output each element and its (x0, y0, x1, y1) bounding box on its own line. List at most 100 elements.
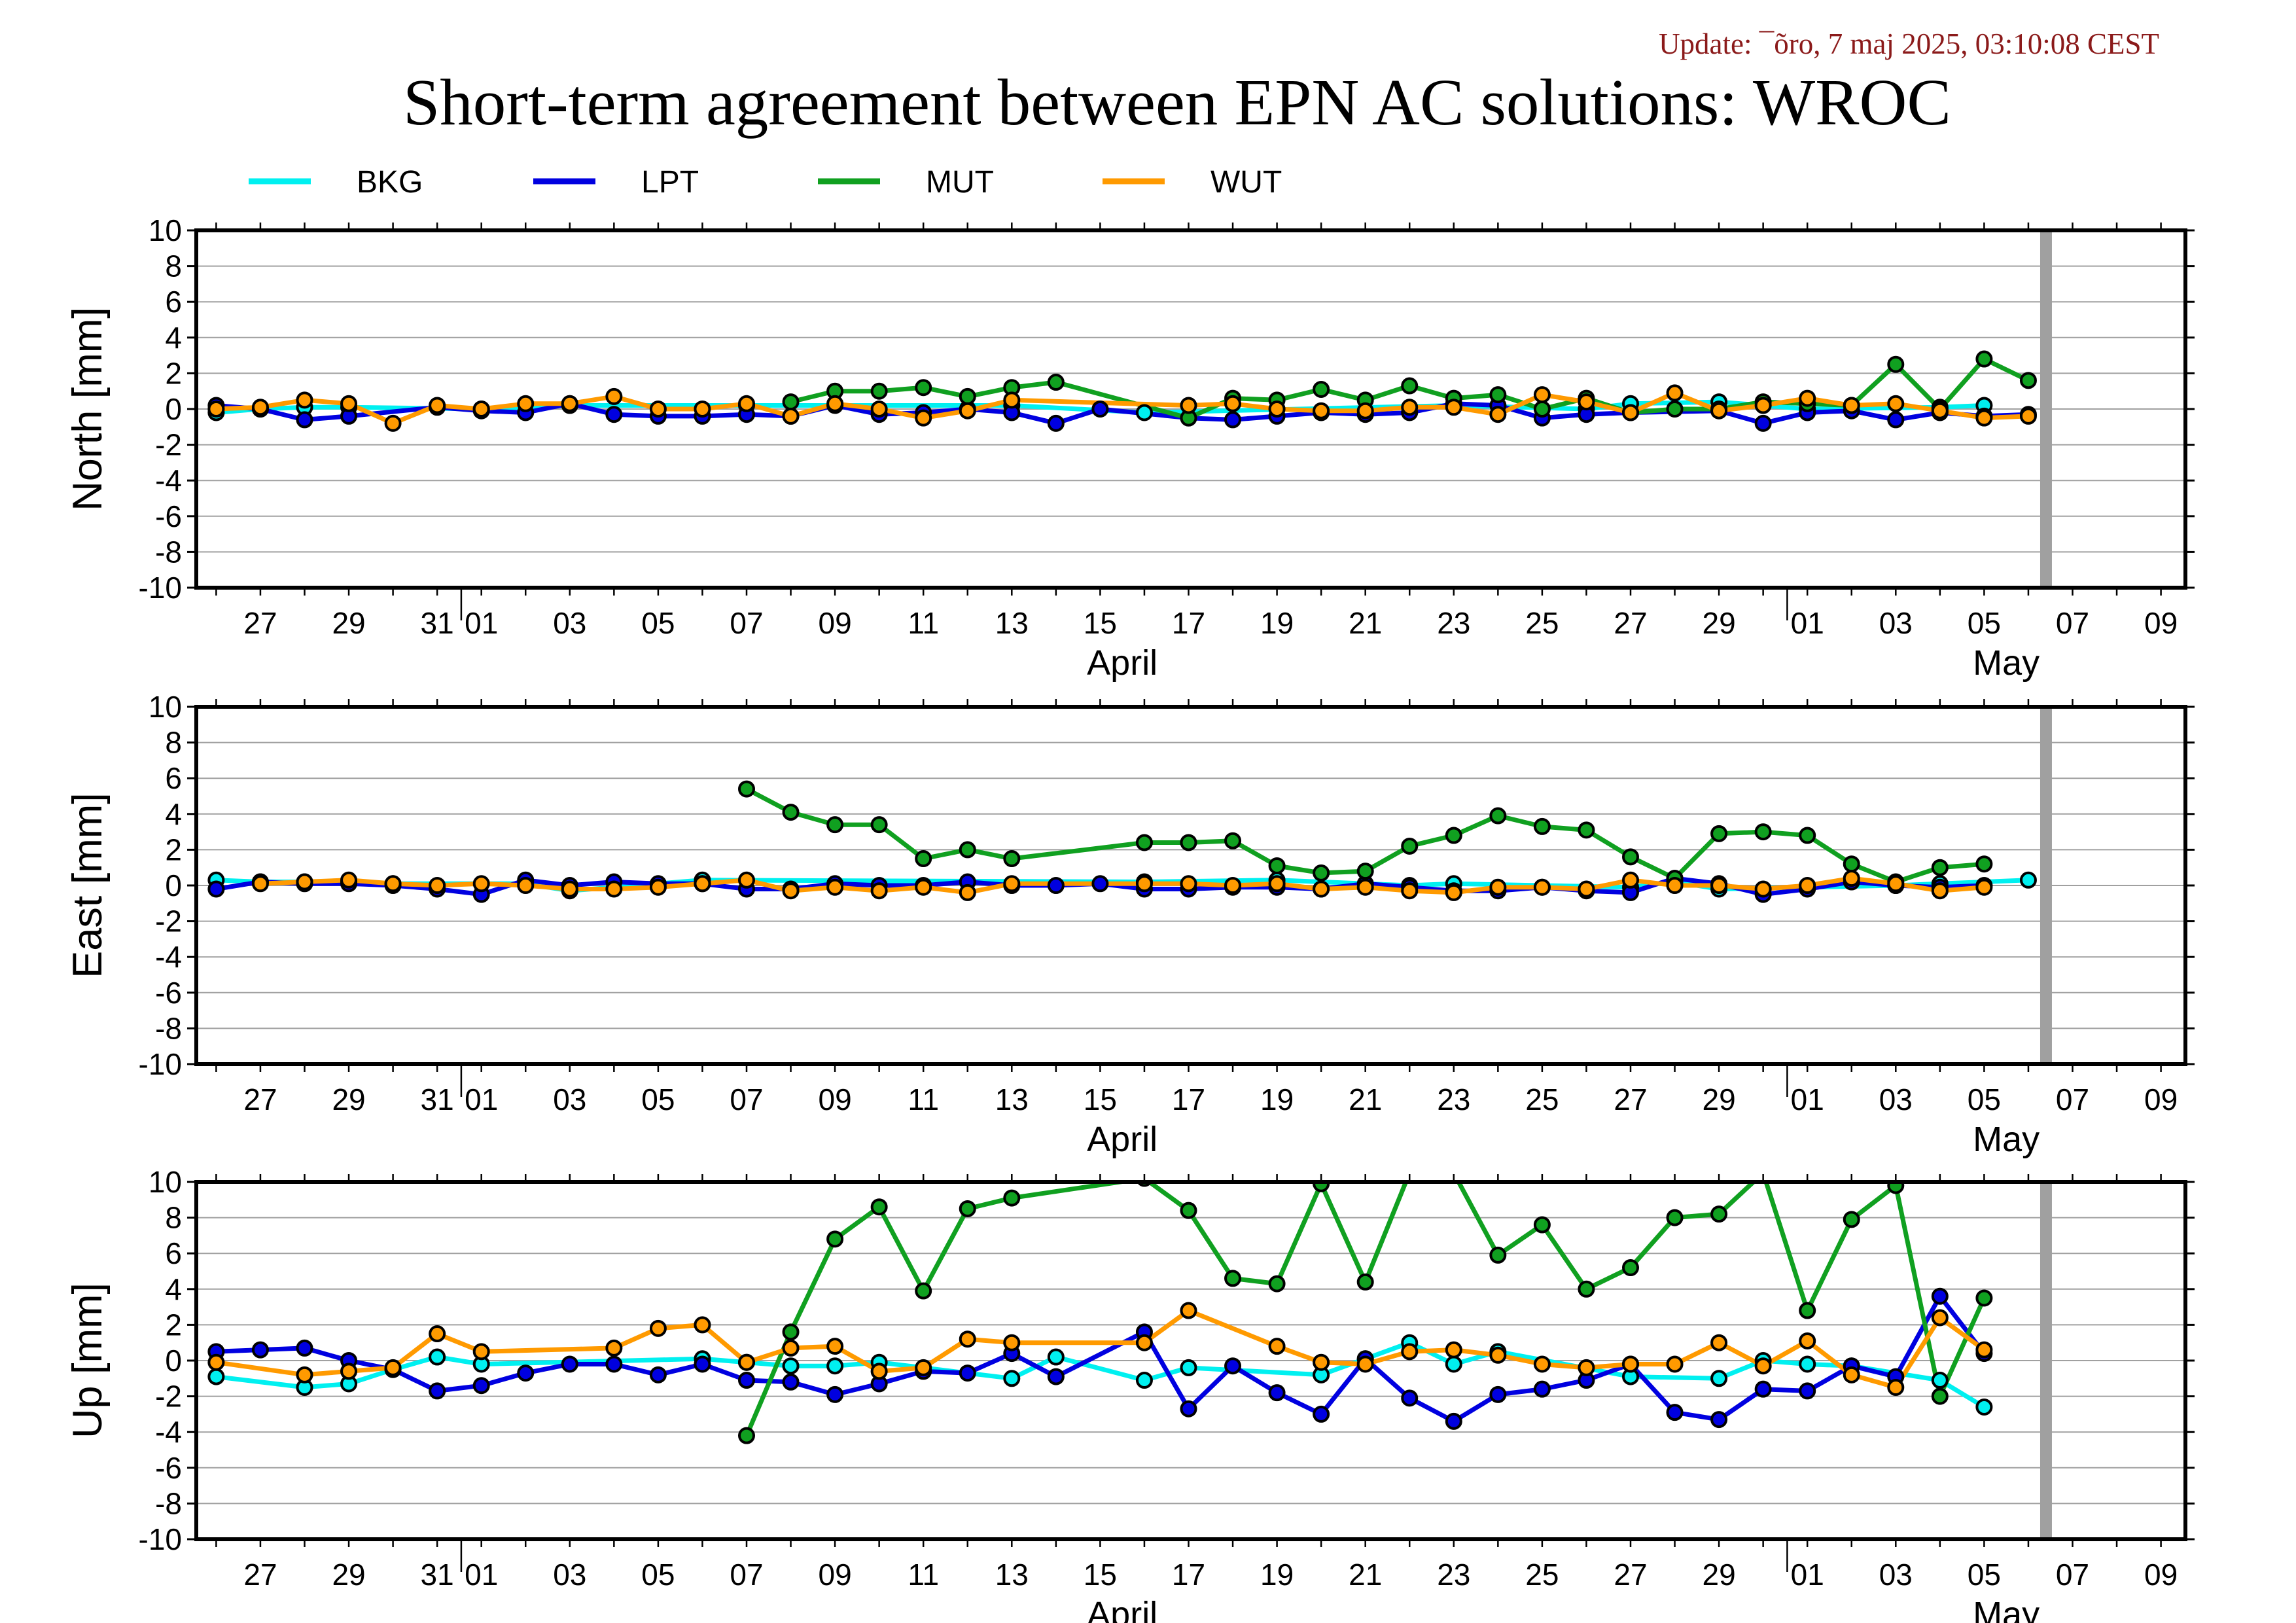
y-tick-label: 2 (165, 356, 182, 390)
y-tick-label: 8 (165, 726, 182, 760)
future-marker-bar (2040, 1182, 2052, 1539)
data-point-mut (1401, 837, 1419, 855)
y-tick-label: -10 (139, 571, 182, 605)
data-point-wut (1843, 1366, 1860, 1383)
data-point-wut (1754, 1357, 1772, 1375)
x-tick-label: 01 (1791, 1558, 1824, 1592)
x-tick-label: 13 (995, 606, 1029, 640)
data-point-wut (1003, 875, 1021, 893)
data-point-mut (870, 816, 888, 834)
data-point-bkg (1047, 1348, 1065, 1366)
data-point-wut (649, 878, 667, 896)
data-point-wut (1931, 882, 1949, 900)
y-tick-label: 6 (165, 285, 182, 319)
data-point-lpt (1047, 414, 1065, 432)
x-tick-label: 09 (819, 1082, 852, 1116)
y-tick-label: -2 (155, 904, 182, 938)
data-point-wut (340, 871, 358, 889)
data-point-lpt (1268, 1384, 1286, 1402)
data-point-lpt (517, 1364, 535, 1382)
data-point-wut (1180, 1302, 1197, 1319)
data-point-bkg (1975, 1398, 1993, 1416)
data-point-wut (694, 401, 711, 418)
y-tick-label: -6 (155, 1451, 182, 1485)
data-point-wut (429, 1325, 446, 1343)
data-point-wut (1003, 1334, 1021, 1351)
data-point-bkg (1180, 1359, 1197, 1376)
panel-frame (194, 228, 2187, 590)
y-tick-label: 6 (165, 1236, 182, 1270)
data-point-wut (561, 395, 578, 412)
data-point-mut (1224, 1270, 1242, 1287)
x-tick-label: 03 (553, 606, 586, 640)
data-point-bkg (1445, 1355, 1462, 1373)
data-point-wut (1975, 1341, 1993, 1359)
data-point-wut (1666, 384, 1684, 402)
data-point-mut (1533, 817, 1551, 835)
x-tick-label: 15 (1084, 606, 1117, 640)
x-tick-label: 27 (243, 1558, 277, 1592)
x-tick-label: 01 (1791, 1082, 1824, 1116)
data-point-lpt (1799, 1382, 1816, 1400)
data-point-lpt (207, 880, 225, 898)
x-tick-label: 03 (553, 1082, 586, 1116)
data-point-mut (1533, 1216, 1551, 1234)
data-point-wut (826, 878, 844, 896)
x-tick-label: 13 (995, 1558, 1029, 1592)
x-tick-label: 05 (641, 1082, 675, 1116)
data-point-wut (1887, 875, 1905, 893)
y-tick-label: 0 (165, 868, 182, 902)
x-tick-label: 29 (1703, 606, 1736, 640)
x-tick-label: 09 (819, 1558, 852, 1592)
data-point-wut (1931, 1309, 1949, 1327)
x-tick-label: 05 (1968, 606, 2001, 640)
data-point-wut (207, 1353, 225, 1371)
data-point-wut (517, 877, 535, 894)
y-tick-label: 4 (165, 797, 182, 831)
x-tick-label: 29 (332, 1558, 365, 1592)
data-point-wut (1621, 871, 1639, 889)
x-tick-label: 27 (1614, 606, 1647, 640)
data-point-mut (1003, 1189, 1021, 1207)
data-point-wut (1975, 878, 1993, 896)
data-point-wut (1224, 395, 1242, 412)
x-tick-label: 05 (641, 1558, 675, 1592)
data-point-wut (915, 878, 932, 896)
data-point-wut (1710, 402, 1728, 419)
data-point-wut (1401, 399, 1419, 416)
data-point-mut (782, 1323, 800, 1341)
x-tick-label: 19 (1260, 606, 1294, 640)
y-axis-title: North [mm] (65, 307, 111, 511)
data-point-mut (1710, 1205, 1728, 1223)
data-point-wut (1268, 875, 1286, 893)
series-line-lpt (216, 1294, 1987, 1424)
y-tick-label: 4 (165, 1272, 182, 1306)
x-tick-label: 27 (1614, 1082, 1647, 1116)
x-tick-label: 09 (2144, 606, 2178, 640)
data-point-wut (1356, 402, 1374, 419)
data-point-mut (1666, 1209, 1684, 1226)
data-point-wut (1887, 395, 1905, 412)
data-point-mut (1180, 834, 1197, 851)
data-point-wut (649, 1319, 667, 1337)
x-tick-label: 31 (421, 1082, 454, 1116)
x-tick-label: 11 (908, 606, 939, 640)
data-point-wut (1578, 880, 1595, 898)
data-point-wut (1135, 875, 1153, 893)
x-tick-label: 03 (1879, 1082, 1913, 1116)
data-point-wut (1489, 1346, 1507, 1364)
x-tick-label: 03 (1879, 1558, 1913, 1592)
data-point-wut (1533, 878, 1551, 896)
data-point-mut (1578, 821, 1595, 839)
data-point-wut (1313, 1353, 1330, 1371)
x-tick-label: 21 (1349, 1082, 1382, 1116)
data-point-lpt (782, 1373, 800, 1391)
data-point-wut (826, 1338, 844, 1355)
data-point-wut (296, 873, 313, 891)
x-tick-label: 01 (465, 1082, 498, 1116)
data-point-lpt (694, 1355, 711, 1373)
data-point-wut (1489, 878, 1507, 896)
data-point-mut (1489, 807, 1507, 825)
data-point-wut (605, 1339, 623, 1357)
data-point-lpt (826, 1385, 844, 1403)
